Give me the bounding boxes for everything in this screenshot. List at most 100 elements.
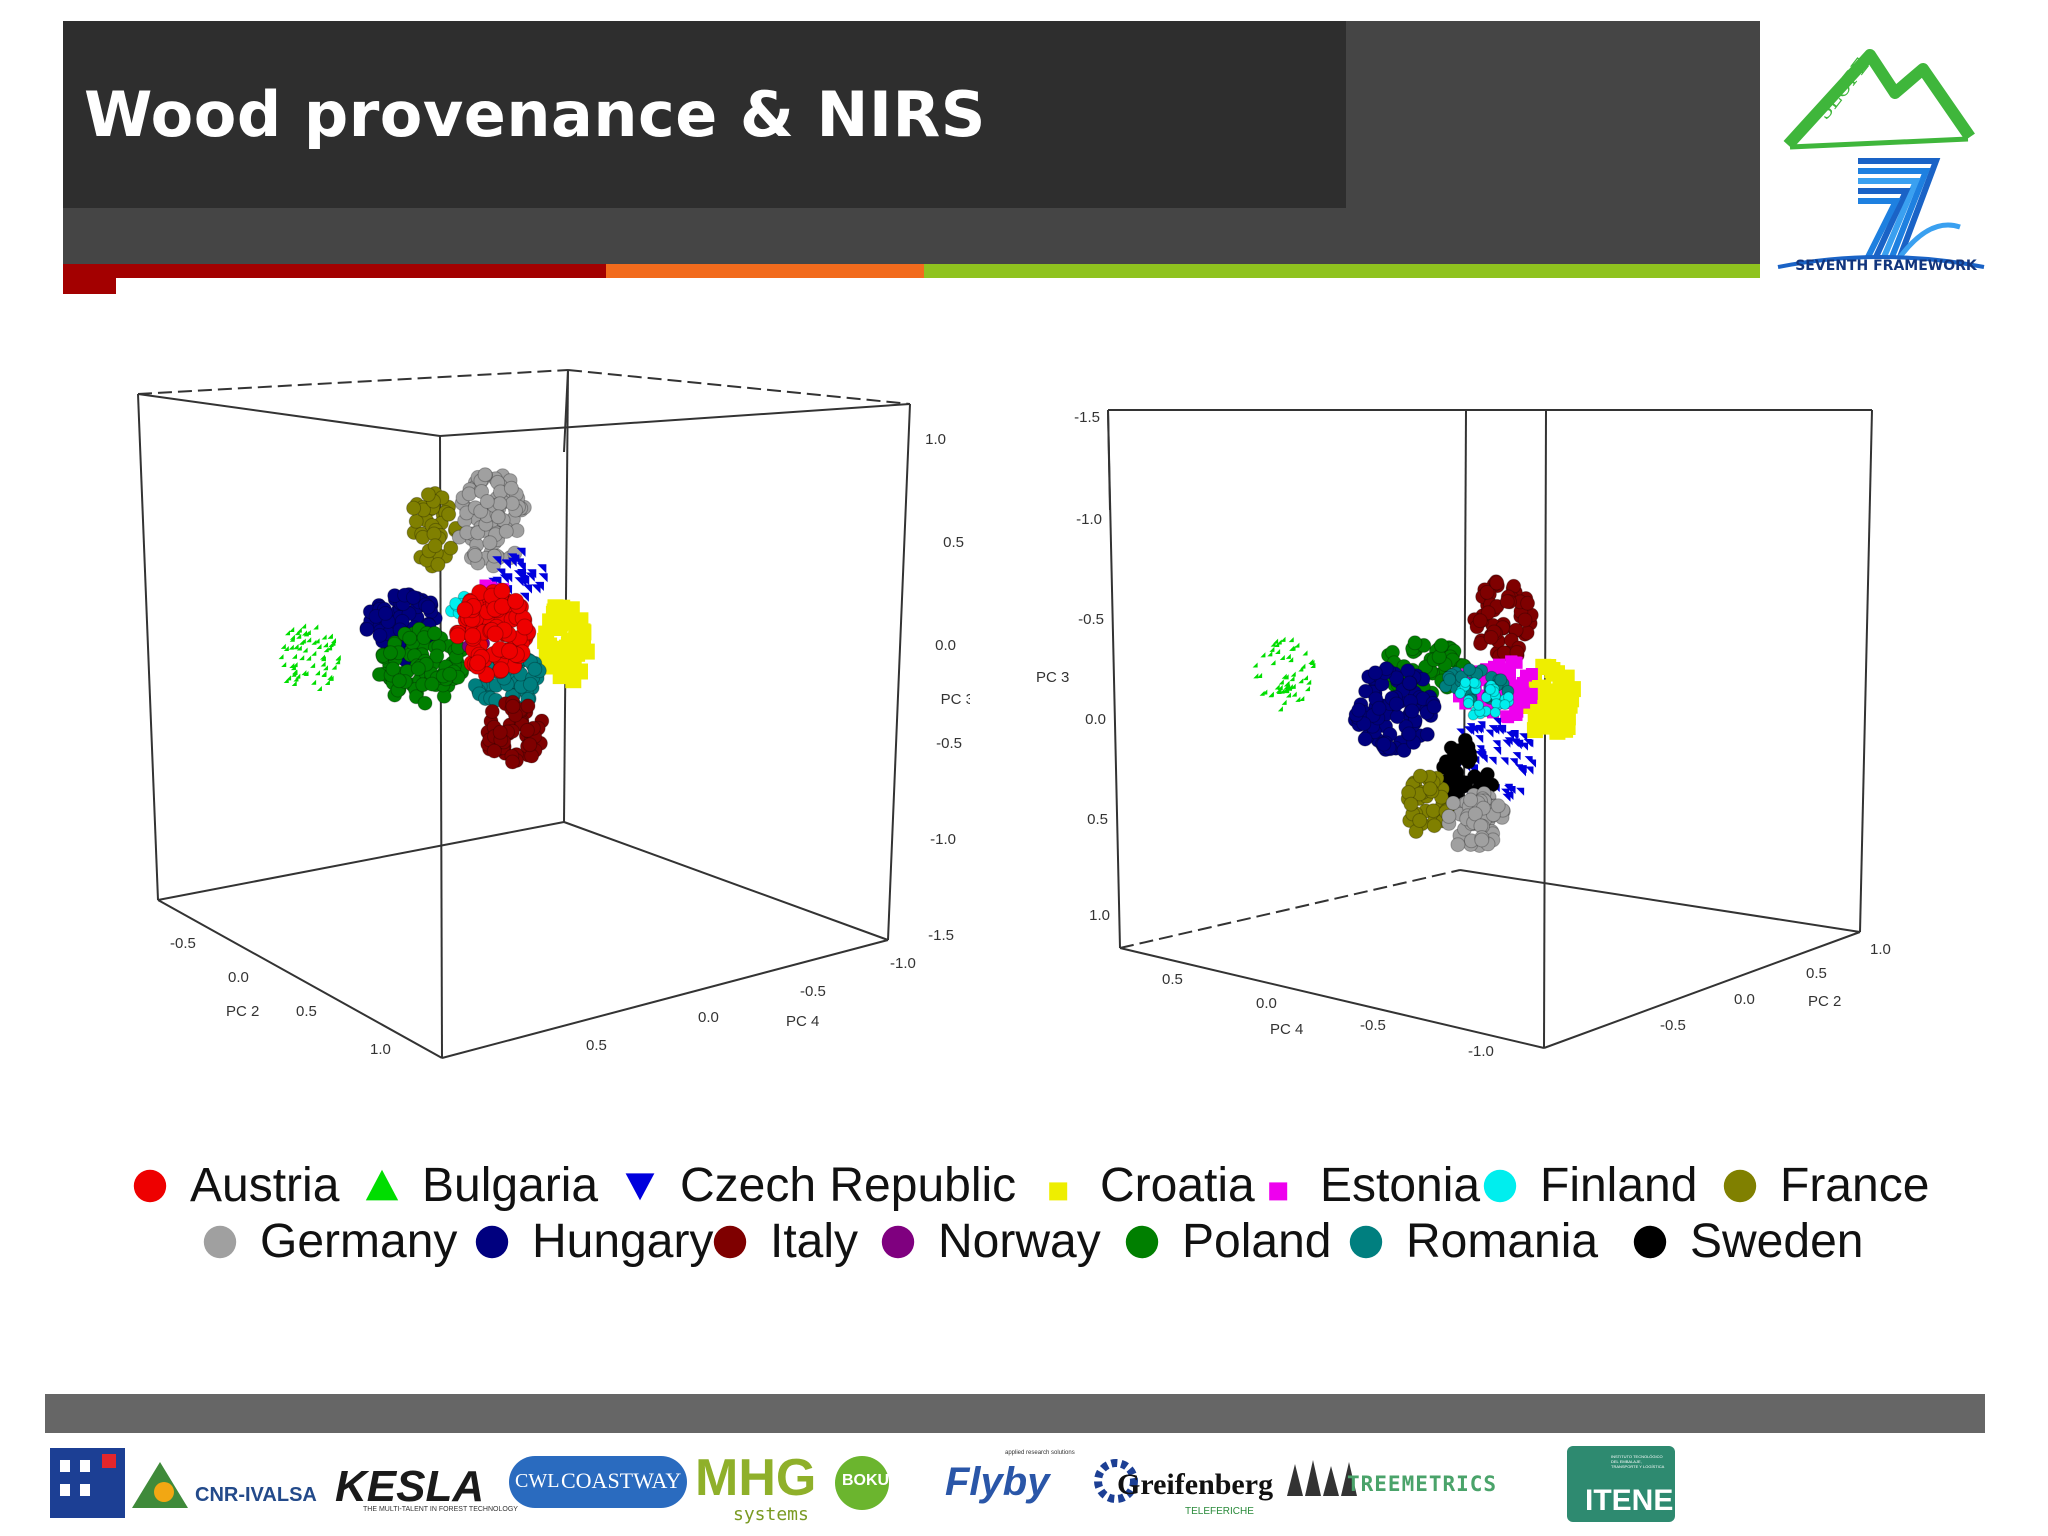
plot-right-point bbox=[1351, 702, 1367, 718]
plot-left-point bbox=[498, 523, 514, 539]
plot-left-point bbox=[321, 671, 327, 677]
coastway-logo bbox=[509, 1456, 687, 1508]
plot-right-cluster-italy bbox=[1467, 574, 1539, 664]
plot-right-point bbox=[1472, 613, 1488, 629]
plot-left-point bbox=[490, 509, 506, 525]
plot-right-point bbox=[1526, 722, 1543, 739]
itene-logo bbox=[1567, 1446, 1675, 1522]
legend-label: Norway bbox=[938, 1215, 1101, 1268]
plot-left-points bbox=[278, 467, 595, 770]
plot-right-point bbox=[1445, 795, 1461, 811]
plot-right-point bbox=[1474, 725, 1483, 734]
plot-right-cluster-finland bbox=[1454, 677, 1515, 721]
plot-right-point bbox=[1520, 595, 1536, 611]
plot-left-ticks: 1.0 0.5 0.0 -0.5 -1.0 -1.5 PC 3 -1.0 -0.… bbox=[170, 431, 970, 1058]
legend-label: Germany bbox=[260, 1215, 458, 1268]
plot-right-point bbox=[1518, 765, 1527, 774]
plot-left-box bbox=[137, 369, 911, 1059]
plot-left-point bbox=[484, 704, 500, 719]
plot-right-point bbox=[1485, 729, 1494, 738]
plot-right-point bbox=[1454, 688, 1466, 699]
plot-left-cluster-austria bbox=[448, 582, 537, 684]
plot-left-vtick: -1.0 bbox=[930, 831, 956, 848]
plot-right-point bbox=[1450, 837, 1466, 853]
plot-right-point bbox=[1425, 803, 1441, 819]
plot-left-point bbox=[405, 589, 421, 605]
legend-marker-circle-icon bbox=[475, 1225, 509, 1259]
plot-right-point bbox=[1451, 777, 1467, 793]
flyby-logo: Flyby bbox=[945, 1460, 1050, 1504]
plot-right-point bbox=[1549, 687, 1565, 704]
plot-right-ftick: 0.5 bbox=[1162, 971, 1183, 988]
plot-left-point bbox=[473, 503, 489, 519]
plot-left-point bbox=[327, 633, 333, 639]
plot-right-point bbox=[1419, 726, 1435, 742]
legend-marker-square-small-icon bbox=[1269, 1182, 1288, 1201]
plot-right-point bbox=[1289, 676, 1295, 682]
boku-logo bbox=[835, 1456, 889, 1510]
plot-right-point bbox=[1404, 703, 1420, 719]
fp7-logo bbox=[1777, 158, 1985, 269]
plot-right-point bbox=[1479, 584, 1495, 600]
plot-right-point bbox=[1303, 675, 1309, 681]
title-box bbox=[63, 21, 1346, 208]
legend-label: Hungary bbox=[532, 1215, 714, 1268]
plot-left-point bbox=[482, 535, 498, 551]
plot-right-point bbox=[1441, 808, 1457, 824]
plot-right-point bbox=[1473, 699, 1484, 711]
plot-left-point bbox=[303, 671, 309, 677]
plot-right-point bbox=[1463, 792, 1479, 808]
plot-left-point bbox=[383, 645, 398, 661]
plot-left-point bbox=[499, 574, 509, 584]
plot-left-point bbox=[492, 661, 510, 679]
plot-right-point bbox=[1389, 709, 1405, 725]
legend-marker-circle-icon bbox=[713, 1225, 747, 1259]
plot-right-point bbox=[1512, 752, 1521, 761]
plot-right-point bbox=[1467, 806, 1483, 822]
plot-left-point bbox=[310, 662, 316, 668]
plot-left-point bbox=[503, 573, 513, 583]
plot-left-point bbox=[534, 581, 544, 591]
plot-left-point bbox=[420, 487, 436, 503]
treemetrics-mark bbox=[1285, 1460, 1365, 1504]
plot-right-point bbox=[1443, 673, 1457, 686]
plot-right-vtick: -1.0 bbox=[1076, 511, 1102, 528]
plot-right-points bbox=[1252, 574, 1581, 853]
plot-left-point bbox=[527, 661, 543, 677]
plot-right-point bbox=[1285, 653, 1291, 659]
plot-left-point bbox=[320, 656, 326, 662]
plot-left-point bbox=[290, 665, 296, 671]
cnr-ivalsa-text: CNR-IVALSA bbox=[195, 1484, 317, 1506]
plot-right-point bbox=[1545, 665, 1562, 682]
plot-right-point bbox=[1371, 700, 1387, 716]
plot-left-point bbox=[280, 643, 286, 649]
plot-right-point bbox=[1474, 832, 1490, 848]
plot-left-point bbox=[311, 650, 317, 656]
plot-right-point bbox=[1376, 736, 1392, 752]
plot-left-point bbox=[544, 658, 561, 675]
plot-left-point bbox=[283, 646, 289, 652]
plot-right-point bbox=[1422, 781, 1438, 797]
accent-tab bbox=[63, 264, 116, 294]
plot-left-point bbox=[496, 568, 506, 578]
plot-right-point bbox=[1457, 732, 1473, 748]
plot-left-point bbox=[420, 599, 436, 615]
plot-left-point bbox=[296, 627, 302, 633]
plot-left-cluster-bulgaria bbox=[278, 623, 341, 692]
plot-right-point bbox=[1300, 663, 1306, 669]
plot-left-point bbox=[320, 661, 326, 667]
plot-right-point bbox=[1388, 696, 1404, 712]
legend-marker-circle-icon bbox=[1633, 1225, 1667, 1259]
plot-left-point bbox=[378, 605, 393, 621]
plot-right-point bbox=[1494, 673, 1508, 687]
plot-left-point bbox=[289, 663, 295, 669]
building-icon bbox=[50, 1448, 125, 1518]
plot-left-point bbox=[501, 642, 518, 660]
plot-left-point bbox=[523, 584, 533, 594]
plot-left-point bbox=[328, 675, 334, 681]
plot-right-point bbox=[1253, 673, 1259, 679]
pca-3d-plot-right: -1.5 -1.0 -0.5 0.0 0.5 1.0 PC 3 0.5 0.0 … bbox=[1036, 409, 1891, 1060]
plot-left-point bbox=[492, 724, 508, 740]
plot-right-point bbox=[1559, 709, 1576, 726]
plot-right-point bbox=[1426, 699, 1442, 715]
